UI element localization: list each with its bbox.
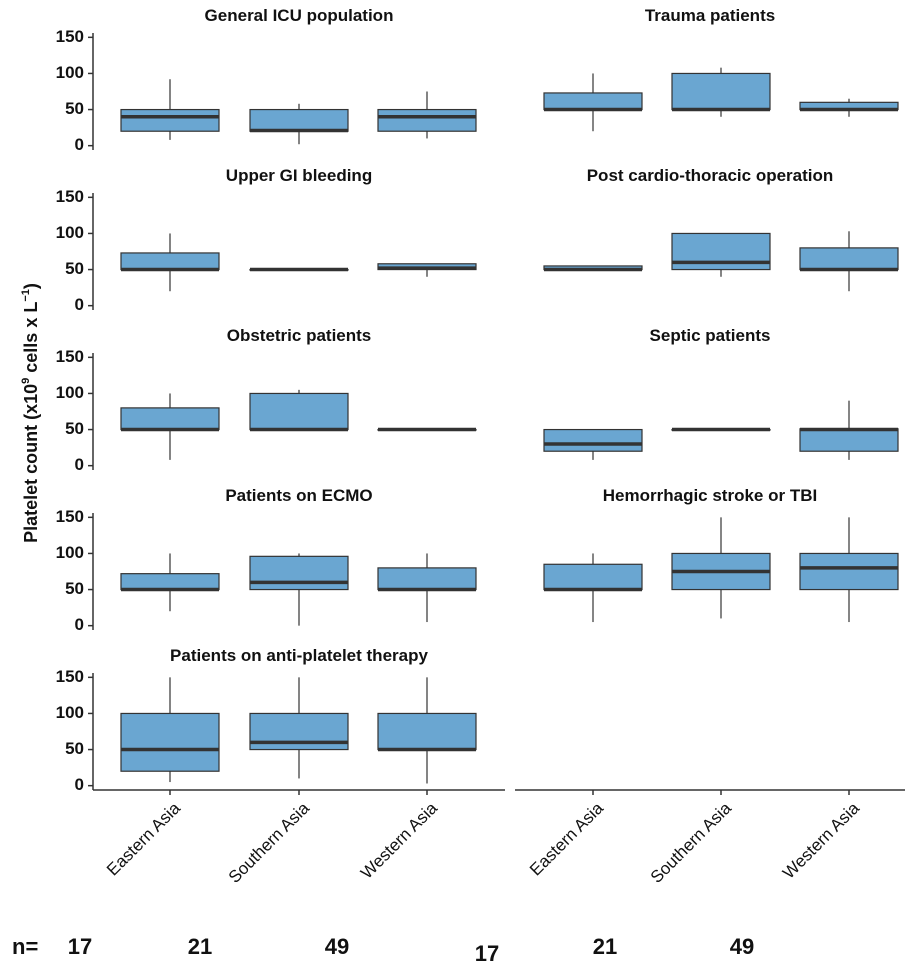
y-label-sup: −1	[20, 289, 32, 302]
y-tick-label: 0	[75, 135, 84, 154]
y-tick-label: 150	[56, 187, 84, 206]
y-tick-label: 0	[75, 455, 84, 474]
box	[249, 555, 349, 591]
y-label-sup: 9	[20, 378, 32, 384]
y-axis-label: Platelet count (x109 cells x L−1)	[20, 283, 41, 543]
y-tick-label: 100	[56, 223, 84, 242]
panel-title: Post cardio-thoracic operation	[587, 166, 834, 185]
box	[799, 428, 899, 452]
y-tick-label: 50	[65, 99, 84, 118]
y-tick-label: 100	[56, 703, 84, 722]
box	[120, 407, 220, 431]
x-tick-label: Eastern Asia	[103, 798, 184, 879]
box	[671, 232, 771, 271]
y-tick-label: 50	[65, 579, 84, 598]
box	[377, 108, 477, 132]
n-count: 49	[325, 934, 349, 959]
panel-title: Patients on ECMO	[225, 486, 372, 505]
panel-title: Trauma patients	[645, 6, 775, 25]
x-tick-label: Eastern Asia	[526, 798, 607, 879]
box	[799, 552, 899, 591]
box	[120, 712, 220, 772]
x-tick-label: Southern Asia	[225, 798, 314, 887]
box	[249, 712, 349, 751]
panel-title: Upper GI bleeding	[226, 166, 372, 185]
panel-title: Patients on anti-platelet therapy	[170, 646, 428, 665]
y-tick-label: 100	[56, 63, 84, 82]
y-tick-label: 0	[75, 295, 84, 314]
panel-title: Hemorrhagic stroke or TBI	[603, 486, 817, 505]
n-count: 49	[730, 934, 754, 959]
panel-title: Septic patients	[650, 326, 771, 345]
box	[249, 392, 349, 431]
box	[543, 563, 643, 591]
panel-title: Obstetric patients	[227, 326, 372, 345]
n-count: 21	[593, 934, 617, 959]
n-count: 21	[188, 934, 212, 959]
box	[249, 108, 349, 132]
y-tick-label: 100	[56, 383, 84, 402]
y-tick-label: 50	[65, 259, 84, 278]
box	[543, 428, 643, 452]
y-tick-label: 150	[56, 667, 84, 686]
box	[799, 247, 899, 271]
box	[671, 72, 771, 111]
y-label-part: )	[21, 283, 41, 289]
y-tick-label: 100	[56, 543, 84, 562]
panel-title: General ICU population	[205, 6, 394, 25]
x-tick-label: Southern Asia	[647, 798, 736, 887]
y-tick-label: 0	[75, 775, 84, 794]
x-tick-label: Western Asia	[357, 798, 441, 882]
box	[120, 573, 220, 591]
y-tick-label: 50	[65, 419, 84, 438]
y-tick-label: 0	[75, 615, 84, 634]
x-tick-label: Western Asia	[779, 798, 863, 882]
n-count: 17	[68, 934, 92, 959]
y-tick-label: 150	[56, 507, 84, 526]
n-count: 17	[475, 941, 499, 966]
box	[543, 92, 643, 111]
y-tick-label: 150	[56, 347, 84, 366]
box	[120, 108, 220, 132]
n-label: n=	[12, 934, 38, 959]
box	[377, 712, 477, 751]
y-tick-label: 50	[65, 739, 84, 758]
box	[377, 567, 477, 591]
y-tick-label: 150	[56, 27, 84, 46]
y-label-part: Platelet count (x10	[21, 384, 41, 543]
y-label-part: cells x L	[21, 302, 41, 378]
box	[120, 252, 220, 271]
